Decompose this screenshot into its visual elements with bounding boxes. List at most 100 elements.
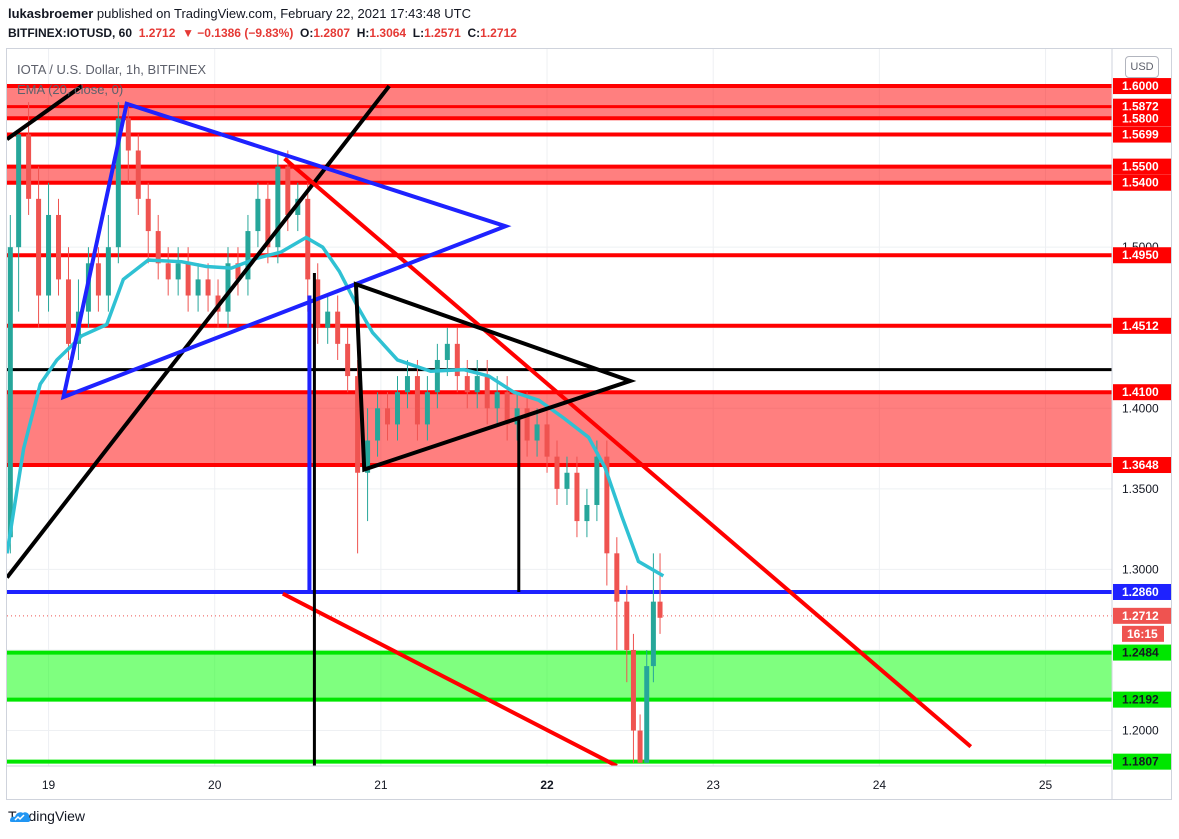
x-tick-label: 24 (873, 778, 887, 792)
candle-body (135, 150, 141, 199)
price-tag-bg (1113, 753, 1171, 770)
y-tick-label: 1.3000 (1122, 562, 1159, 576)
candle-body (544, 424, 550, 457)
candle-body (325, 311, 331, 328)
countdown-tag-bg (1122, 625, 1164, 642)
candle-body (657, 601, 663, 618)
change-value: ▼ −0.1386 (−9.83%) (182, 26, 294, 40)
candle-body (245, 231, 251, 280)
candle-body (534, 424, 540, 441)
candle-body (205, 279, 211, 296)
low-label: L: (412, 26, 425, 40)
candle-body (444, 343, 450, 360)
candle-body (524, 408, 530, 441)
price-tag-1.5872: 1.5872 (1122, 100, 1159, 114)
chart-frame (6, 48, 1172, 800)
candle-body (345, 343, 351, 377)
candle-body (604, 456, 610, 554)
zone-red (7, 166, 1112, 183)
current-price-tag: 1.2712 (1122, 609, 1159, 623)
candle-body (624, 601, 630, 650)
candle-body (650, 601, 656, 667)
ohlc-bar: BITFINEX:IOTUSD, 60 1.2712 ▼ −0.1386 (−9… (8, 26, 517, 40)
chart-legend: IOTA / U.S. Dollar, 1h, BITFINEX EMA (20… (17, 60, 206, 100)
price-tag-1.4950: 1.4950 (1122, 248, 1159, 262)
candle-body (295, 198, 301, 215)
candle-body (285, 166, 291, 215)
price-tag-1.2484: 1.2484 (1122, 646, 1159, 660)
price-tag-bg (1113, 247, 1171, 264)
candle-body (125, 118, 131, 151)
countdown-tag: 16:15 (1127, 627, 1158, 641)
candle-body (484, 376, 490, 409)
candle-body (315, 279, 321, 328)
candle-body (225, 263, 231, 312)
candle-body (16, 134, 22, 248)
price-tag-1.2860: 1.2860 (1122, 585, 1159, 599)
candle-body (594, 456, 600, 505)
price-tag-1.3648: 1.3648 (1122, 458, 1159, 472)
price-tag-bg (1113, 317, 1171, 334)
legend-ema[interactable]: EMA (20, close, 0) (17, 82, 124, 97)
candle-body (564, 472, 570, 489)
candle-body (454, 343, 460, 377)
zone-red (7, 86, 1112, 119)
price-tag-1.2192: 1.2192 (1122, 693, 1159, 707)
plot-area (7, 49, 1112, 766)
price-tag-1.5800: 1.5800 (1122, 111, 1159, 125)
blue-triangle (60, 101, 512, 401)
y-tick-label: 1.4000 (1122, 401, 1159, 415)
candle-body (7, 247, 13, 538)
candle-body (275, 166, 281, 248)
candle-body (105, 247, 111, 296)
candle-body (195, 279, 201, 296)
candle-body (175, 263, 181, 280)
last-price: 1.2712 (138, 26, 176, 40)
x-tick-label: 20 (208, 778, 222, 792)
y-tick-label: 1.2000 (1122, 724, 1159, 738)
price-tag-bg (1113, 644, 1171, 661)
price-tag-bg (1113, 384, 1171, 401)
candle-body (95, 263, 101, 296)
candle-body (355, 376, 361, 473)
price-tag-1.1807: 1.1807 (1122, 755, 1159, 769)
candle-body (514, 408, 520, 425)
price-tag-bg (1113, 583, 1171, 600)
x-tick-label: 22 (540, 778, 554, 792)
high-value: 1.3064 (369, 26, 407, 40)
candle-body (630, 649, 636, 731)
author-name[interactable]: lukasbroemer (8, 6, 94, 21)
candle-body (394, 392, 400, 425)
symbol-label: BITFINEX:IOTUSD, 60 (8, 26, 133, 40)
candle-body (65, 279, 71, 344)
x-tick-label: 23 (707, 778, 721, 792)
candle-body (554, 456, 560, 489)
price-tag-1.4100: 1.4100 (1122, 385, 1159, 399)
candle-body (637, 730, 643, 763)
y-tick-label: 1.3500 (1122, 482, 1159, 496)
price-tag-1.5500: 1.5500 (1122, 160, 1159, 174)
price-tag-1.6000: 1.6000 (1122, 79, 1159, 93)
candle-body (574, 472, 580, 522)
price-tag-bg (1113, 174, 1171, 191)
black-trendline (7, 84, 391, 579)
close-label: C: (467, 26, 481, 40)
candle-body (56, 214, 62, 280)
candle-body (464, 376, 470, 393)
candle-body (644, 666, 650, 763)
candle-body (255, 198, 261, 232)
low-value: 1.2571 (424, 26, 461, 40)
price-tag-bg (1113, 110, 1171, 127)
x-tick-label: 19 (42, 778, 56, 792)
candle-body (115, 118, 121, 248)
candle-body (474, 376, 480, 393)
candle-body (385, 408, 391, 425)
candle-body (26, 134, 32, 199)
candle-body (494, 392, 500, 409)
x-tick-label: 25 (1039, 778, 1053, 792)
currency-button[interactable]: USD (1125, 56, 1159, 78)
candle-body (375, 408, 381, 441)
red-trendline (281, 591, 618, 766)
tradingview-logo-icon (10, 812, 31, 822)
